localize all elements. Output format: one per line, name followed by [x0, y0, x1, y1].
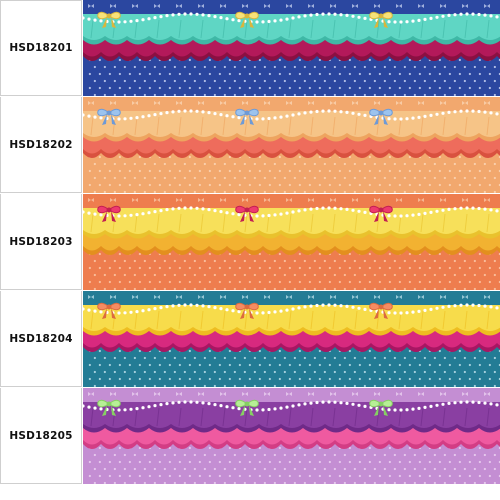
bow-icon — [369, 399, 393, 416]
ribbon-graphic — [83, 388, 500, 484]
product-code: HSD18205 — [9, 429, 73, 442]
product-code-cell: HSD18202 — [0, 97, 82, 193]
bow-icon — [369, 205, 393, 222]
dot-pattern — [88, 155, 500, 193]
swatch-row: HSD18202 — [0, 97, 500, 194]
product-code: HSD18201 — [9, 42, 73, 54]
ribbon-graphic — [83, 0, 500, 96]
pearl-string — [83, 206, 499, 218]
upper-ruffle — [83, 208, 500, 234]
pearl-string — [83, 303, 499, 315]
dot-pattern — [88, 58, 500, 96]
bow-icon — [235, 302, 259, 319]
ribbon-graphic — [83, 291, 500, 387]
product-code-cell: HSD18205 — [0, 388, 82, 484]
swatch-row: HSD18204 — [0, 291, 500, 388]
product-code-cell: HSD18203 — [0, 194, 82, 290]
pearl-string — [83, 109, 499, 121]
bow-icon — [97, 205, 121, 222]
bow-icon — [235, 399, 259, 416]
product-code: HSD18203 — [9, 235, 73, 248]
ribbon-swatch — [83, 0, 500, 96]
product-code-cell: HSD18201 — [0, 0, 82, 96]
bow-icon — [235, 205, 259, 222]
product-code: HSD18202 — [9, 138, 73, 151]
product-code: HSD18204 — [9, 332, 73, 345]
upper-ruffle — [83, 305, 500, 331]
ruffle-folds — [90, 213, 490, 233]
bow-icon — [97, 302, 121, 319]
bow-icon — [235, 108, 259, 125]
ribbon-swatch — [83, 388, 500, 484]
bow-icon — [369, 302, 393, 319]
product-code-cell: HSD18204 — [0, 291, 82, 387]
swatch-row: HSD18205 — [0, 388, 500, 485]
pearl-string — [83, 12, 499, 24]
swatch-row: HSD18203 — [0, 194, 500, 291]
dot-pattern — [88, 446, 500, 484]
upper-ruffle — [83, 111, 500, 137]
bow-icon — [97, 108, 121, 125]
ruffle-folds — [90, 407, 490, 427]
bow-icon — [97, 11, 121, 28]
upper-ruffle — [83, 14, 500, 40]
ribbon-swatch — [83, 194, 500, 290]
pearl-string — [83, 400, 499, 412]
bow-icon — [369, 108, 393, 125]
bow-icon — [369, 11, 393, 28]
bow-icon — [235, 11, 259, 28]
product-swatch-sheet: HSD18201 HSD18202 HSD18203 HSD18204 HSD1… — [0, 0, 500, 485]
ribbon-graphic — [83, 194, 500, 290]
ribbon-swatch — [83, 97, 500, 193]
ruffle-folds — [90, 19, 490, 39]
swatch-row: HSD18201 — [0, 0, 500, 97]
bow-icon — [97, 399, 121, 416]
ribbon-graphic — [83, 97, 500, 193]
upper-ruffle — [83, 402, 500, 428]
ribbon-swatch — [83, 291, 500, 387]
